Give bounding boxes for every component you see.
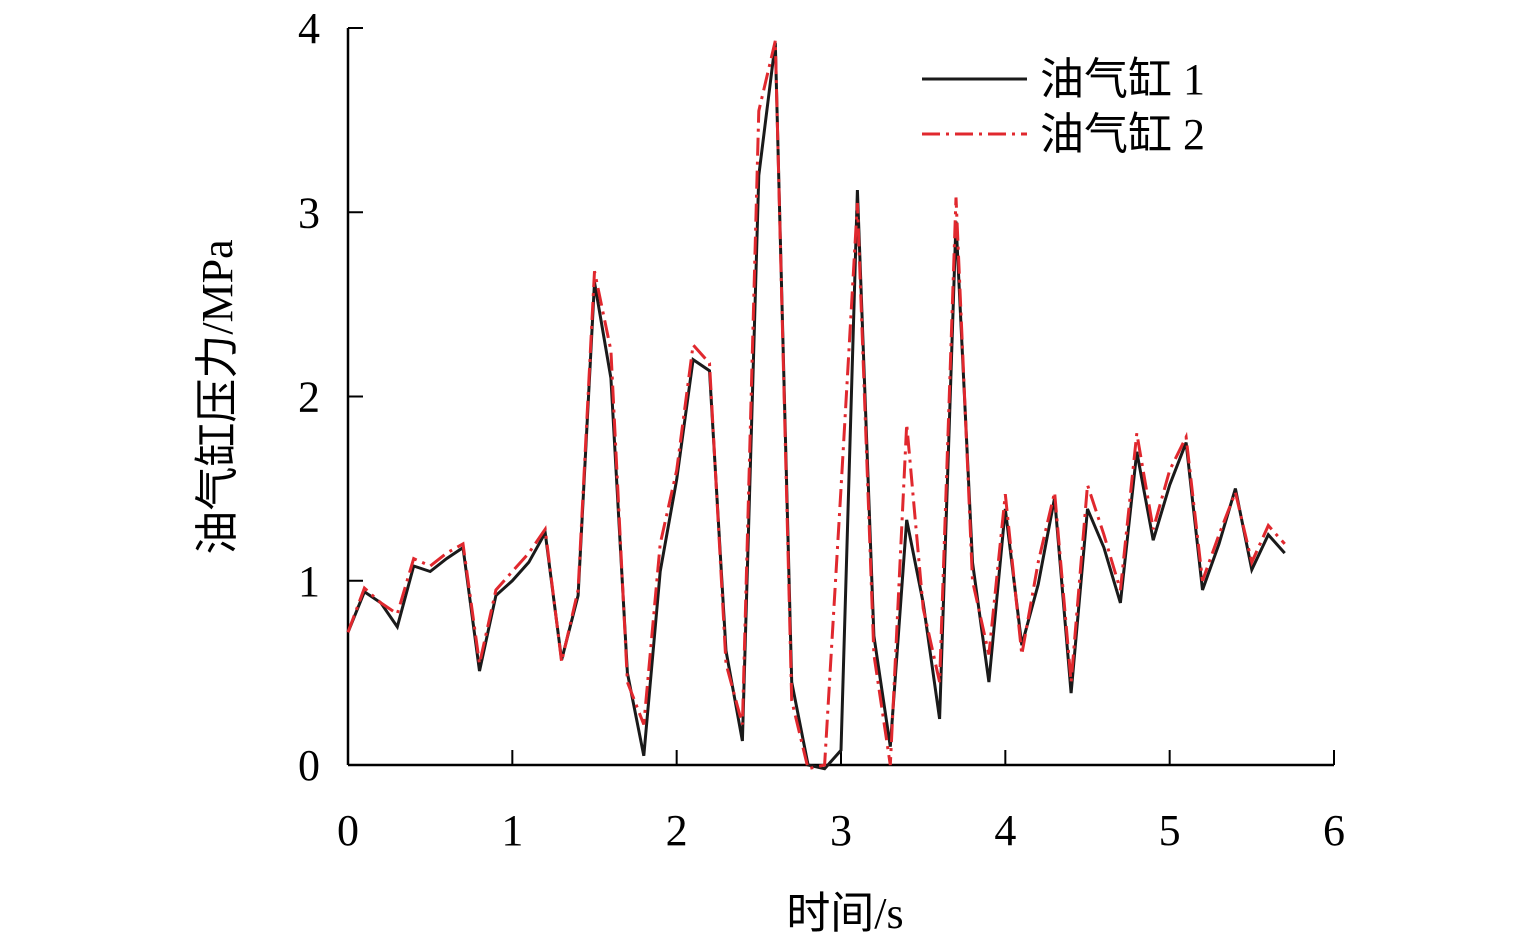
series-line-1 [346, 42, 1286, 771]
x-tick-label: 0 [337, 806, 359, 855]
y-tick-label: 1 [298, 557, 320, 606]
legend: 油气缸 1 油气缸 2 [922, 55, 1205, 159]
x-tick-label: 5 [1159, 806, 1181, 855]
y-tick-label: 4 [298, 4, 320, 53]
x-tick-label: 3 [830, 806, 852, 855]
legend-label-series-1: 油气缸 1 [1040, 55, 1205, 104]
axis-ticks [348, 27, 1335, 765]
x-axis-label: 时间/s [786, 889, 903, 938]
y-axis-label: 油气缸压力/MPa [193, 239, 242, 554]
y-tick-label: 3 [298, 188, 320, 237]
x-tick-label: 4 [994, 806, 1016, 855]
series-line-2 [346, 40, 1286, 771]
x-tick-label: 2 [666, 806, 688, 855]
x-tick-label: 1 [501, 806, 523, 855]
y-tick-label: 0 [298, 741, 320, 790]
axis-tick-labels: 0 1 2 3 4 5 6 0 1 2 3 4 [298, 4, 1345, 855]
legend-label-series-2: 油气缸 2 [1040, 110, 1205, 159]
y-tick-label: 2 [298, 373, 320, 422]
x-tick-label: 6 [1323, 806, 1345, 855]
series-lines [346, 40, 1286, 771]
